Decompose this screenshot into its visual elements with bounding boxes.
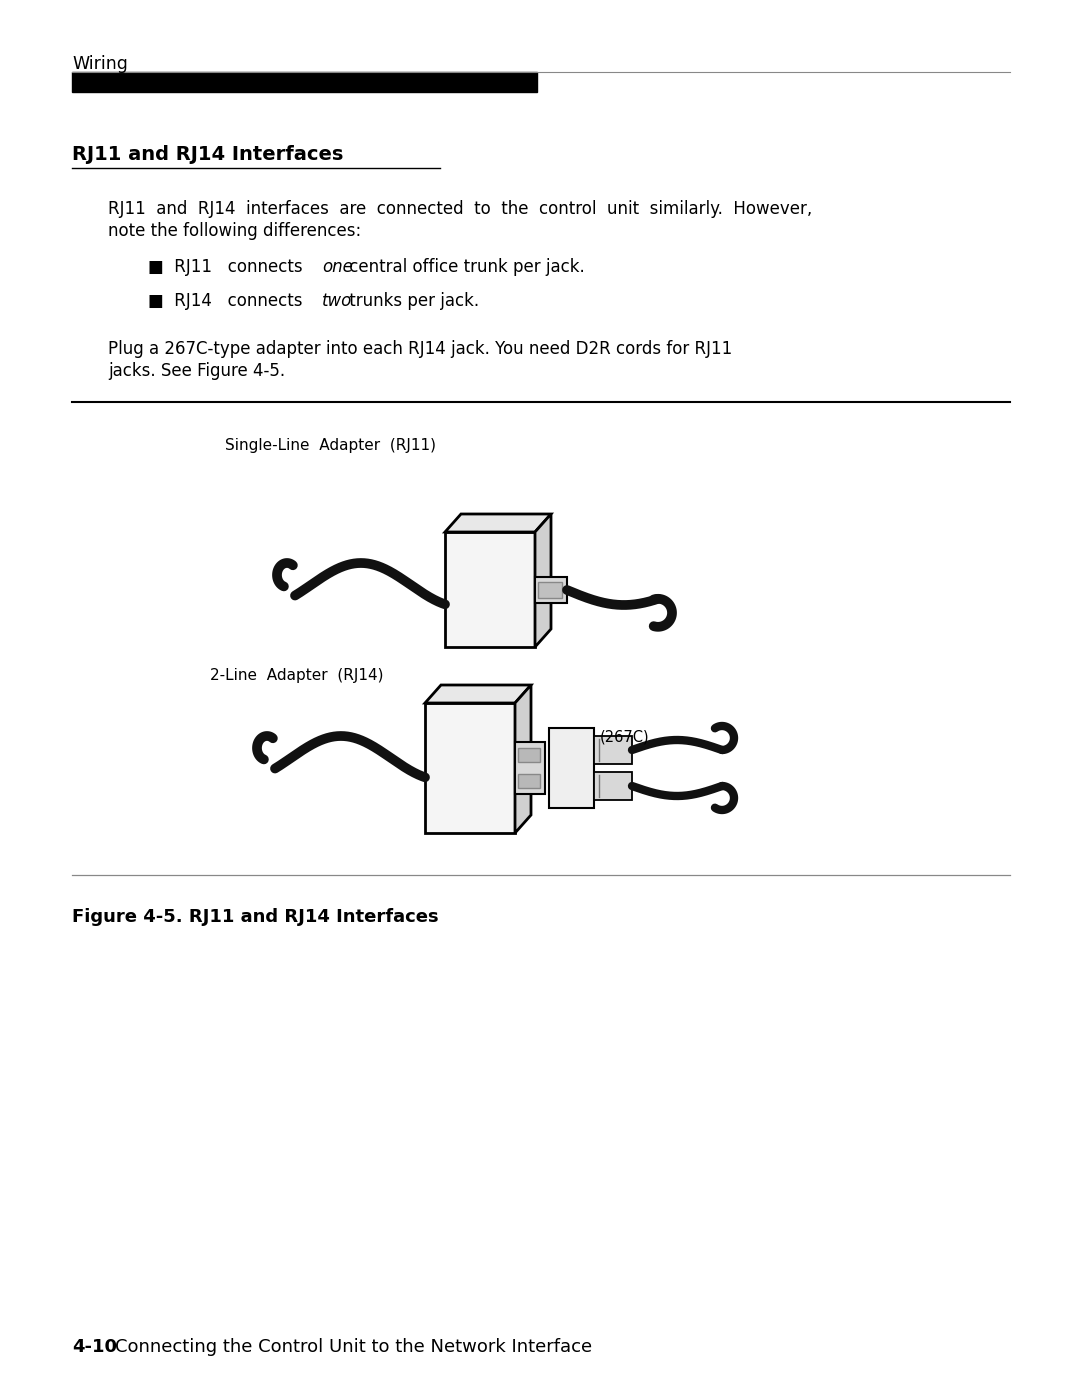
Bar: [594, 772, 632, 800]
Text: trunks per jack.: trunks per jack.: [345, 292, 480, 310]
Text: ■  RJ14   connects: ■ RJ14 connects: [148, 292, 313, 310]
Text: two: two: [322, 292, 352, 310]
Bar: [426, 703, 515, 833]
Text: one: one: [322, 258, 353, 276]
Bar: [72, 72, 537, 92]
Text: RJ11 and RJ14 Interfaces: RJ11 and RJ14 Interfaces: [72, 144, 343, 164]
Text: (267C): (267C): [600, 731, 650, 745]
Bar: [445, 532, 535, 647]
Text: Plug a 267C-type adapter into each RJ14 jack. You need D2R cords for RJ11: Plug a 267C-type adapter into each RJ14 …: [108, 340, 732, 358]
Polygon shape: [515, 685, 531, 833]
Text: ■  RJ11   connects: ■ RJ11 connects: [148, 258, 313, 276]
Text: central office trunk per jack.: central office trunk per jack.: [345, 258, 584, 276]
Text: 4-10: 4-10: [72, 1338, 117, 1356]
Text: jacks. See Figure 4-5.: jacks. See Figure 4-5.: [108, 363, 285, 381]
Polygon shape: [535, 514, 551, 647]
Text: 2-Line  Adapter  (RJ14): 2-Line Adapter (RJ14): [210, 668, 383, 683]
Text: Wiring: Wiring: [72, 56, 127, 74]
Bar: [515, 742, 545, 795]
Text: Single-Line  Adapter  (RJ11): Single-Line Adapter (RJ11): [225, 438, 436, 453]
Bar: [594, 736, 632, 764]
Bar: [518, 774, 540, 788]
Polygon shape: [445, 514, 551, 532]
Bar: [549, 728, 594, 808]
Text: Connecting the Control Unit to the Network Interface: Connecting the Control Unit to the Netwo…: [114, 1338, 592, 1356]
Bar: [535, 576, 567, 603]
Polygon shape: [426, 685, 531, 703]
Bar: [538, 582, 562, 599]
Text: Figure 4-5. RJ11 and RJ14 Interfaces: Figure 4-5. RJ11 and RJ14 Interfaces: [72, 908, 438, 926]
Bar: [518, 749, 540, 763]
Text: RJ11  and  RJ14  interfaces  are  connected  to  the  control  unit  similarly. : RJ11 and RJ14 interfaces are connected t…: [108, 200, 812, 218]
Text: note the following differences:: note the following differences:: [108, 222, 361, 240]
